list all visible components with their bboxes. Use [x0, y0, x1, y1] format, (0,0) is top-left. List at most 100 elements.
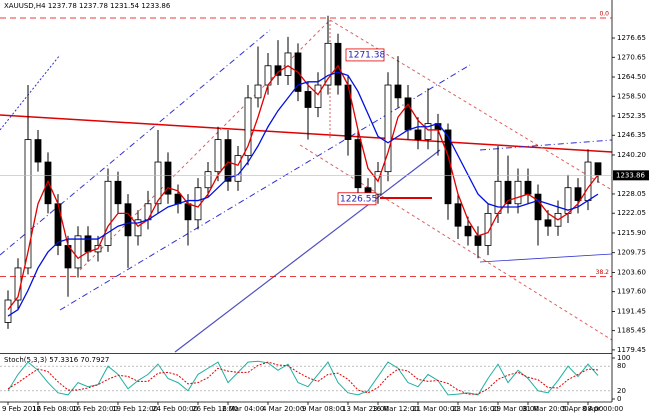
price-label-box [337, 192, 377, 206]
candle-body [74, 235, 82, 269]
indicator-title: Stoch(5,3,3) 57.3316 70.7927 [4, 356, 109, 364]
candle-body [324, 42, 332, 86]
candle-body [374, 171, 382, 195]
candle-body [484, 212, 492, 246]
candle-body [174, 193, 182, 205]
y-tick-label: 1191.45 [617, 307, 646, 315]
x-tick-label: 2 Mar 04:00 [222, 405, 264, 413]
candle-body [4, 299, 12, 323]
candle-body [144, 203, 152, 221]
candle-body [514, 180, 522, 205]
y-tick-label: 1197.60 [617, 288, 646, 296]
candle-body [464, 225, 472, 237]
x-tick-label: 31 Mar 20:00 [522, 405, 569, 413]
candle-body [474, 235, 482, 246]
y-tick-label: 1222.05 [617, 209, 646, 217]
plot [4, 15, 602, 329]
y-tick-label: 1270.65 [617, 53, 646, 61]
candle-body [204, 171, 212, 189]
y-tick-label: 1240.20 [617, 151, 646, 159]
trend-line [174, 149, 441, 353]
indicator-tick-label: 100 [617, 354, 630, 362]
candle-body [164, 161, 172, 195]
fib-label: 0.0 [599, 10, 609, 17]
candle-body [24, 139, 32, 269]
candle-body [234, 155, 242, 182]
candle-body [384, 84, 392, 173]
x-tick-label: 24 Feb 00:00 [152, 405, 198, 413]
candle-body [224, 139, 232, 182]
candle-body [504, 180, 512, 205]
x-tick-label: 26 Feb 16:00 [192, 405, 238, 413]
y-tick-label: 1185.45 [617, 327, 646, 335]
last-price-label: 1233.86 [616, 171, 645, 179]
x-tick-label: 19 Feb 12:00 [112, 405, 158, 413]
candle-body [354, 139, 362, 189]
y-tick-label: 1228.05 [617, 190, 646, 198]
y-tick-label: 1179.45 [617, 346, 646, 354]
indicator-tick-label: 20 [617, 387, 626, 395]
drawings [0, 19, 613, 353]
x-tick-label: 13 Mar 23:00 [342, 405, 389, 413]
axes [0, 0, 613, 403]
candle-body [44, 161, 52, 205]
candle-body [124, 203, 132, 237]
channel-line [479, 253, 613, 263]
y-tick-label: 1215.90 [617, 229, 646, 237]
candle-body [134, 219, 142, 237]
candle-body [214, 139, 222, 173]
candle-body [154, 161, 162, 205]
candle-body [594, 162, 602, 176]
candle-body [414, 129, 422, 140]
indicator-tick-label: 80 [617, 362, 626, 370]
candle-body [574, 187, 582, 201]
line-series [7, 71, 599, 317]
candle-body [534, 193, 542, 221]
price-label: 1271.38 [348, 50, 385, 60]
x-tick-label: 8 Apr 00:00 [582, 405, 623, 413]
x-tick-label: 16 Feb 20:00 [72, 405, 118, 413]
x-tick-label: 21 Mar 00:00 [412, 405, 459, 413]
candle-body [184, 203, 192, 221]
y-tick-label: 1276.65 [617, 34, 646, 42]
fib-label: 38.2 [596, 269, 610, 276]
candle-body [244, 97, 252, 157]
candle-body [254, 84, 262, 99]
last-price-box [613, 170, 649, 181]
candle-body [544, 219, 552, 227]
price-label: 1226.55 [340, 194, 377, 204]
y-tick-label: 1203.60 [617, 268, 646, 276]
candle-body [334, 42, 342, 86]
candle-body [454, 203, 462, 227]
channel-line [59, 64, 471, 311]
candle-body [114, 180, 122, 205]
y-tick-label: 1258.50 [617, 92, 646, 100]
candle-body [424, 123, 432, 140]
trend-line [0, 114, 613, 153]
candle-body [284, 52, 292, 76]
channel-line [299, 144, 613, 341]
candle-body [404, 97, 412, 131]
y-tick-label: 1252.35 [617, 112, 646, 120]
channel-line [0, 54, 61, 131]
candle-body [494, 180, 502, 214]
channel-line [479, 139, 613, 151]
chart-title: XAUUSD,H4 1237.78 1237.78 1231.54 1233.8… [4, 2, 171, 10]
candle-body [314, 84, 322, 108]
candle-body [524, 180, 532, 195]
channel-line [329, 19, 613, 191]
indicator-line [7, 361, 599, 395]
x-tick-label: 5 Apr 08:00 [562, 405, 603, 413]
indicator-tick-label: 0 [617, 395, 621, 403]
candle-body [304, 91, 312, 108]
candle-body [34, 139, 42, 163]
indicator-line [7, 360, 599, 396]
x-tick-label: 16 Mar 12:00 [372, 405, 419, 413]
y-tick-label: 1209.75 [617, 249, 646, 257]
y-tick-label: 1264.50 [617, 73, 646, 81]
x-tick-label: 12 Feb 08:00 [32, 405, 78, 413]
candle-body [394, 84, 402, 99]
x-tick-label: 29 Mar 08:00 [492, 405, 539, 413]
x-tick-label: 9 Feb 2016 [2, 405, 42, 413]
